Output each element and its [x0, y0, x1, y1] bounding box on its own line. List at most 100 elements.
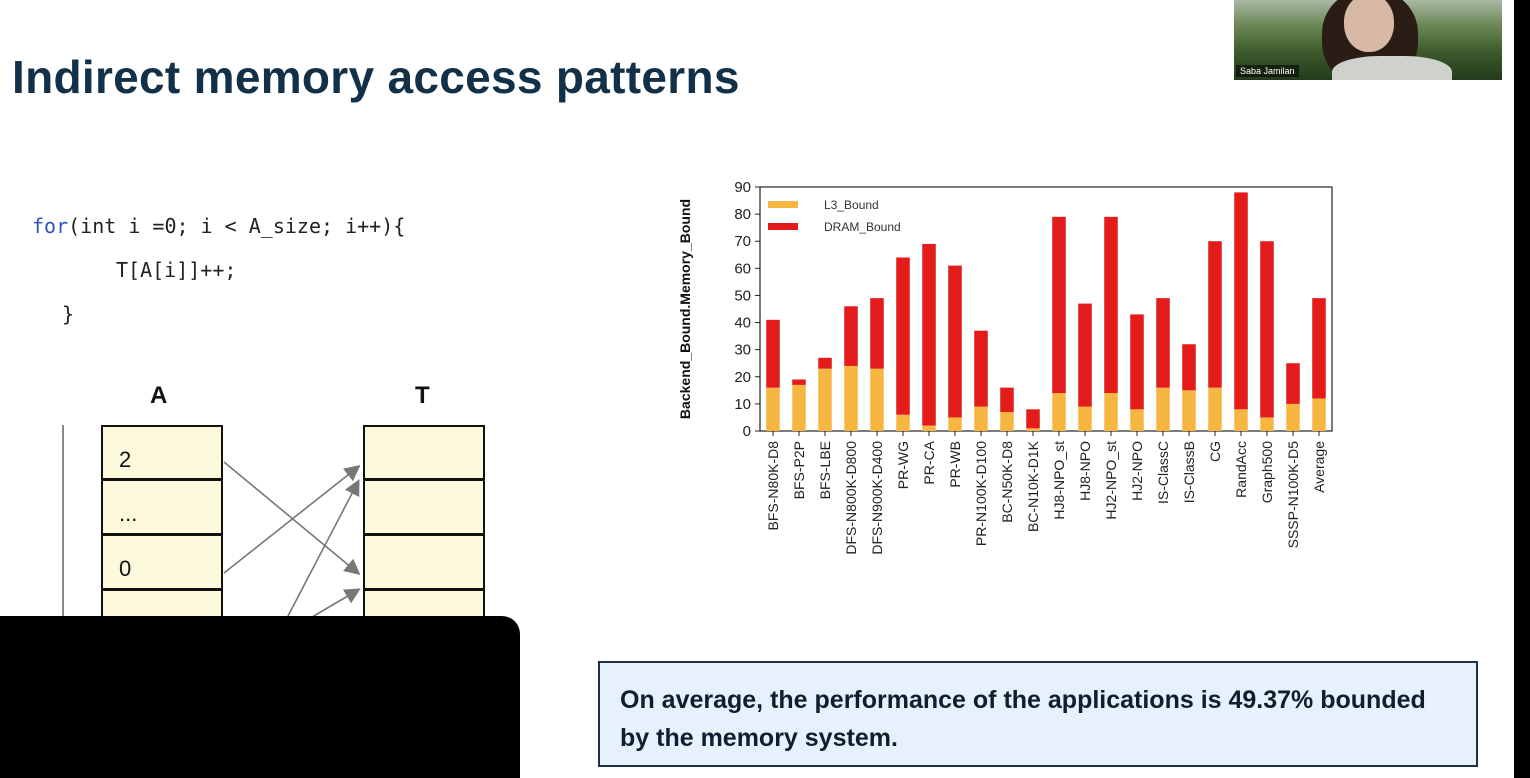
code-snippet: for(int i =0; i < A_size; i++){ T[A[i]]+…	[32, 210, 405, 342]
bar-l3-bound	[1000, 412, 1014, 431]
bar-l3-bound	[766, 387, 780, 431]
code-keyword: for	[32, 214, 69, 238]
bar-l3-bound	[844, 365, 858, 431]
bar-dram-bound	[818, 357, 832, 369]
bar-dram-bound	[896, 257, 910, 415]
webcam-thumbnail: Saba Jamilan	[1234, 0, 1502, 80]
bar-dram-bound	[1000, 387, 1014, 413]
presenter-name: Saba Jamilan	[1236, 65, 1299, 77]
x-tick-label: CG	[1207, 441, 1223, 462]
bar-l3-bound	[1052, 393, 1066, 431]
x-tick-label: DFS-N800K-D800	[843, 441, 859, 555]
x-tick-label: BFS-LBE	[817, 441, 833, 499]
bar-dram-bound	[1052, 216, 1066, 394]
bar-l3-bound	[922, 425, 936, 431]
x-tick-label: PR-WB	[947, 441, 963, 488]
bar-l3-bound	[1104, 393, 1118, 431]
legend-label-dram: DRAM_Bound	[824, 220, 901, 234]
mapping-arrow	[223, 461, 361, 576]
bar-dram-bound	[1234, 192, 1248, 410]
x-tick-label: BFS-N80K-D8	[765, 441, 781, 531]
bar-l3-bound	[870, 368, 884, 431]
x-tick-label: Graph500	[1259, 441, 1275, 503]
bar-l3-bound	[1078, 406, 1092, 431]
y-tick-label: 10	[734, 396, 751, 413]
y-axis-label: Backend_Bound.Memory_Bound	[677, 199, 693, 419]
bar-dram-bound	[1104, 216, 1118, 394]
bar-l3-bound	[974, 406, 988, 431]
array-t-cell	[363, 480, 485, 535]
legend-swatch-dram	[768, 223, 798, 230]
bar-dram-bound	[1286, 363, 1300, 404]
code-line-2: T[A[i]]++;	[32, 254, 405, 298]
x-tick-label: DFS-N900K-D400	[869, 441, 885, 555]
video-overlay	[0, 616, 520, 778]
bar-dram-bound	[1026, 409, 1040, 429]
bar-dram-bound	[792, 379, 806, 385]
x-tick-label: Average	[1311, 441, 1327, 493]
bar-l3-bound	[948, 417, 962, 431]
x-tick-label: HJ2-NPO	[1129, 441, 1145, 501]
y-tick-label: 70	[734, 233, 751, 250]
x-tick-label: BC-N50K-D8	[999, 441, 1015, 523]
legend-swatch-l3	[768, 201, 798, 208]
x-tick-label: BFS-P2P	[791, 441, 807, 499]
x-tick-label: IS-ClassC	[1155, 441, 1171, 504]
presenter-shirt	[1332, 56, 1452, 80]
bar-dram-bound	[844, 306, 858, 366]
array-a-cell: 2	[101, 425, 223, 480]
conclusion-box: On average, the performance of the appli…	[598, 661, 1478, 767]
y-tick-label: 60	[734, 260, 751, 277]
y-tick-label: 30	[734, 342, 751, 359]
screen-edge	[1514, 0, 1530, 778]
y-tick-label: 20	[734, 369, 751, 386]
bar-dram-bound	[1078, 303, 1092, 407]
bar-dram-bound	[1182, 344, 1196, 391]
bar-dram-bound	[1208, 241, 1222, 388]
code-text: }	[62, 302, 75, 326]
x-tick-label: HJ2-NPO_st	[1103, 441, 1119, 520]
y-tick-label: 90	[734, 179, 751, 196]
array-t-label: T	[415, 382, 430, 409]
x-tick-label: RandAcc	[1233, 441, 1249, 498]
mapping-arrow	[223, 465, 361, 574]
bar-l3-bound	[1312, 398, 1326, 431]
bar-dram-bound	[1130, 314, 1144, 410]
presenter-face	[1344, 0, 1394, 52]
bar-l3-bound	[1208, 387, 1222, 431]
x-tick-label: HJ8-NPO	[1077, 441, 1093, 501]
bar-dram-bound	[974, 330, 988, 407]
x-tick-label: PR-CA	[921, 440, 937, 484]
array-t-cell	[363, 425, 485, 480]
divider-line	[62, 425, 64, 625]
bar-l3-bound	[1234, 409, 1248, 431]
code-text: (int i =0; i < A_size; i++){	[68, 214, 406, 238]
chart-frame	[759, 186, 1333, 432]
y-tick-label: 50	[734, 287, 751, 304]
bar-dram-bound	[1260, 241, 1274, 418]
array-a-label: A	[150, 382, 168, 409]
bar-dram-bound	[1312, 298, 1326, 399]
code-line-1: for(int i =0; i < A_size; i++){	[32, 210, 405, 254]
y-tick-label: 40	[734, 315, 751, 332]
array-t-cell	[363, 535, 485, 590]
bar-dram-bound	[766, 319, 780, 388]
bar-l3-bound	[1026, 428, 1040, 431]
code-line-3: }	[32, 298, 405, 342]
bar-dram-bound	[870, 298, 884, 369]
x-tick-label: SSSP-N100K-D5	[1285, 441, 1301, 549]
bar-dram-bound	[948, 265, 962, 418]
array-a-cell: 0	[101, 535, 223, 590]
x-tick-label: BC-N10K-D1K	[1025, 440, 1041, 532]
memory-bound-chart: 0 10 20 30 40 50 60 70 80 90 BFS-N80K-D8 BFS-P2P BF…	[677, 179, 1333, 555]
bar-l3-bound	[818, 368, 832, 431]
array-a: 2 ... 0	[101, 425, 223, 645]
slide-title: Indirect memory access patterns	[12, 51, 740, 103]
x-tick-label: PR-WG	[895, 441, 911, 489]
x-tick-label: IS-ClassB	[1181, 441, 1197, 503]
bar-l3-bound	[1182, 390, 1196, 431]
legend-label-l3: L3_Bound	[824, 198, 879, 212]
x-tick-label: HJ8-NPO_st	[1051, 441, 1067, 520]
y-tick-label: 80	[734, 206, 751, 223]
bar-l3-bound	[792, 384, 806, 431]
